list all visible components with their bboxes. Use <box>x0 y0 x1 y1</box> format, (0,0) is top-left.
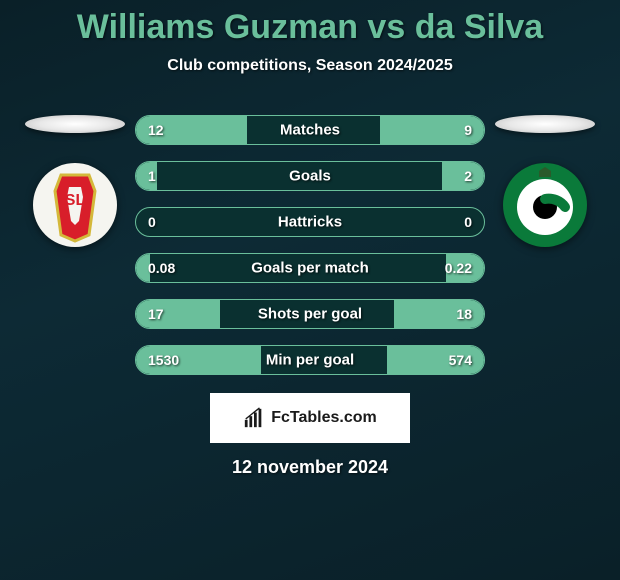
comparison-area: SL 129Matches 12Goals 00Hattricks 0.080.22G… <box>0 115 620 375</box>
stat-row: 12Goals <box>135 161 485 191</box>
stat-label: Hattricks <box>136 214 484 231</box>
left-crest-column: SL <box>25 115 125 247</box>
ellipse-shadow-right <box>495 115 595 133</box>
date-text: 12 november 2024 <box>0 457 620 478</box>
page-subtitle: Club competitions, Season 2024/2025 <box>0 57 620 75</box>
stat-label: Min per goal <box>136 352 484 369</box>
stat-label: Matches <box>136 122 484 139</box>
stat-label: Goals <box>136 168 484 185</box>
branding-badge: FcTables.com <box>210 393 410 443</box>
stat-row: 1530574Min per goal <box>135 345 485 375</box>
stat-label: Shots per goal <box>136 306 484 323</box>
stats-column: 129Matches 12Goals 00Hattricks 0.080.22Goal… <box>135 115 485 375</box>
stat-row: 00Hattricks <box>135 207 485 237</box>
crest-right-icon <box>503 163 587 247</box>
stat-row: 129Matches <box>135 115 485 145</box>
svg-text:SL: SL <box>65 192 86 209</box>
branding-text: FcTables.com <box>271 409 377 427</box>
stat-row: 1718Shots per goal <box>135 299 485 329</box>
crest-left-icon: SL <box>33 163 117 247</box>
chart-bars-icon <box>243 407 265 429</box>
right-crest-column <box>495 115 595 247</box>
team-crest-right <box>503 163 587 247</box>
stat-row: 0.080.22Goals per match <box>135 253 485 283</box>
team-crest-left: SL <box>33 163 117 247</box>
stat-label: Goals per match <box>136 260 484 277</box>
page-title: Williams Guzman vs da Silva <box>0 8 620 47</box>
ellipse-shadow-left <box>25 115 125 133</box>
